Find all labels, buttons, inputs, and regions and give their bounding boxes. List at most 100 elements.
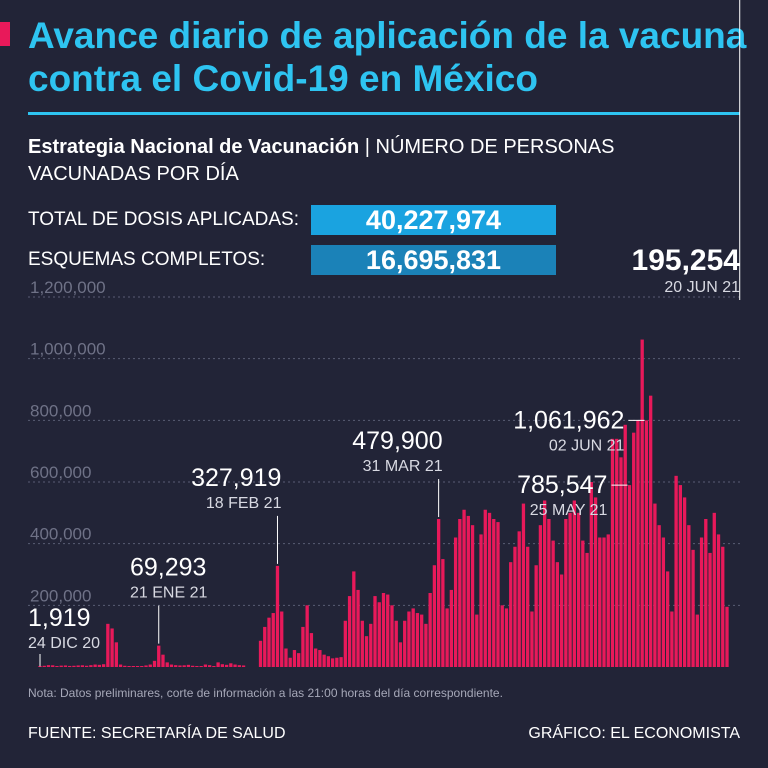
- bar: [436, 519, 441, 667]
- bar: [487, 512, 492, 667]
- bar: [547, 519, 551, 667]
- bar: [721, 546, 725, 667]
- bar: [699, 537, 704, 667]
- bar: [602, 537, 606, 667]
- bar: [140, 666, 144, 667]
- bar: [407, 611, 411, 667]
- bar: [441, 559, 445, 667]
- bar: [114, 642, 118, 667]
- bar: [191, 665, 195, 667]
- annotation-value: 479,900: [352, 427, 442, 455]
- bar: [305, 605, 309, 667]
- bar: [682, 497, 687, 667]
- bar: [339, 657, 343, 667]
- bar: [530, 611, 534, 667]
- bar: [649, 395, 653, 667]
- bar: [212, 666, 216, 667]
- bar: [716, 534, 721, 667]
- bar: [93, 664, 97, 667]
- annotation-value: 195,254: [632, 244, 741, 277]
- bar: [165, 662, 169, 667]
- bar: [182, 665, 186, 667]
- bar: [445, 608, 449, 667]
- y-tick-label: 200,000: [30, 586, 91, 605]
- bar: [687, 525, 691, 667]
- bar: [241, 665, 246, 667]
- graphic-credit: GRÁFICO: EL ECONOMISTA: [528, 725, 740, 742]
- bar: [186, 664, 191, 667]
- bar: [203, 664, 208, 667]
- bar: [271, 613, 275, 667]
- bar: [623, 424, 627, 667]
- bar: [424, 623, 428, 667]
- bar: [288, 657, 292, 667]
- bar: [258, 640, 263, 667]
- bar: [521, 503, 526, 667]
- bar: [318, 650, 322, 667]
- bar: [725, 606, 729, 667]
- bar: [390, 605, 394, 667]
- bar: [598, 537, 602, 667]
- bar: [360, 620, 364, 667]
- bar: [453, 537, 458, 667]
- bar: [509, 562, 513, 667]
- bar: [458, 519, 462, 667]
- bar: [169, 664, 174, 667]
- bar: [462, 509, 466, 667]
- bar: [301, 626, 305, 667]
- accent-bar: [0, 22, 10, 46]
- bar: [640, 339, 644, 667]
- bar: [411, 608, 415, 667]
- bar: [297, 653, 301, 667]
- annotation-value: 1,061,962: [513, 406, 624, 434]
- annotation-value: 327,919: [191, 464, 281, 492]
- bar: [585, 552, 589, 667]
- bar: [148, 664, 152, 667]
- bar: [131, 666, 135, 667]
- page-title: Avance diario de aplicación de la vacuna…: [28, 15, 747, 99]
- bar: [373, 596, 377, 667]
- bar: [144, 665, 148, 667]
- bar: [161, 654, 165, 667]
- bar: [581, 540, 585, 667]
- bar: [653, 503, 657, 667]
- bar: [534, 565, 538, 667]
- bar: [352, 571, 356, 667]
- bar: [51, 665, 55, 667]
- bar: [263, 626, 267, 667]
- bar: [106, 623, 110, 667]
- bar: [59, 665, 63, 667]
- source-credit: FUENTE: SECRETARÍA DE SALUD: [28, 725, 286, 742]
- complete-schemes-value: 16,695,831: [311, 245, 556, 275]
- bar: [704, 519, 708, 667]
- annotation-date: 20 JUN 21: [664, 279, 740, 296]
- bar: [347, 596, 352, 667]
- bar: [403, 620, 407, 667]
- total-doses-value: 40,227,974: [311, 205, 556, 235]
- bar: [708, 552, 712, 667]
- y-tick-label: 600,000: [30, 463, 91, 482]
- bar: [665, 571, 670, 667]
- bar: [292, 650, 297, 667]
- bar: [589, 482, 593, 667]
- annotation-date: 31 MAR 21: [363, 458, 443, 475]
- bar: [670, 611, 674, 667]
- bar: [174, 665, 178, 667]
- bar: [377, 602, 381, 667]
- bar: [572, 500, 576, 667]
- bar: [343, 620, 347, 667]
- y-tick-label: 800,000: [30, 401, 91, 420]
- annotation-date: 18 FEB 21: [206, 495, 282, 512]
- bar: [432, 565, 437, 667]
- subtitle-strategy: Estrategia Nacional de Vacunación: [28, 136, 360, 158]
- bar: [207, 665, 212, 667]
- annotation-date: 25 MAY 21: [530, 502, 608, 519]
- annotation-date: 21 ENE 21: [130, 585, 207, 602]
- bar: [449, 589, 454, 667]
- bar: [466, 515, 470, 667]
- bar: [576, 512, 581, 667]
- subtitle-description: | NÚMERO DE PERSONAS VACUNADAS POR DÍA: [28, 136, 615, 185]
- total-doses-label: TOTAL DE DOSIS APLICADAS:: [28, 209, 300, 230]
- bar: [233, 664, 237, 667]
